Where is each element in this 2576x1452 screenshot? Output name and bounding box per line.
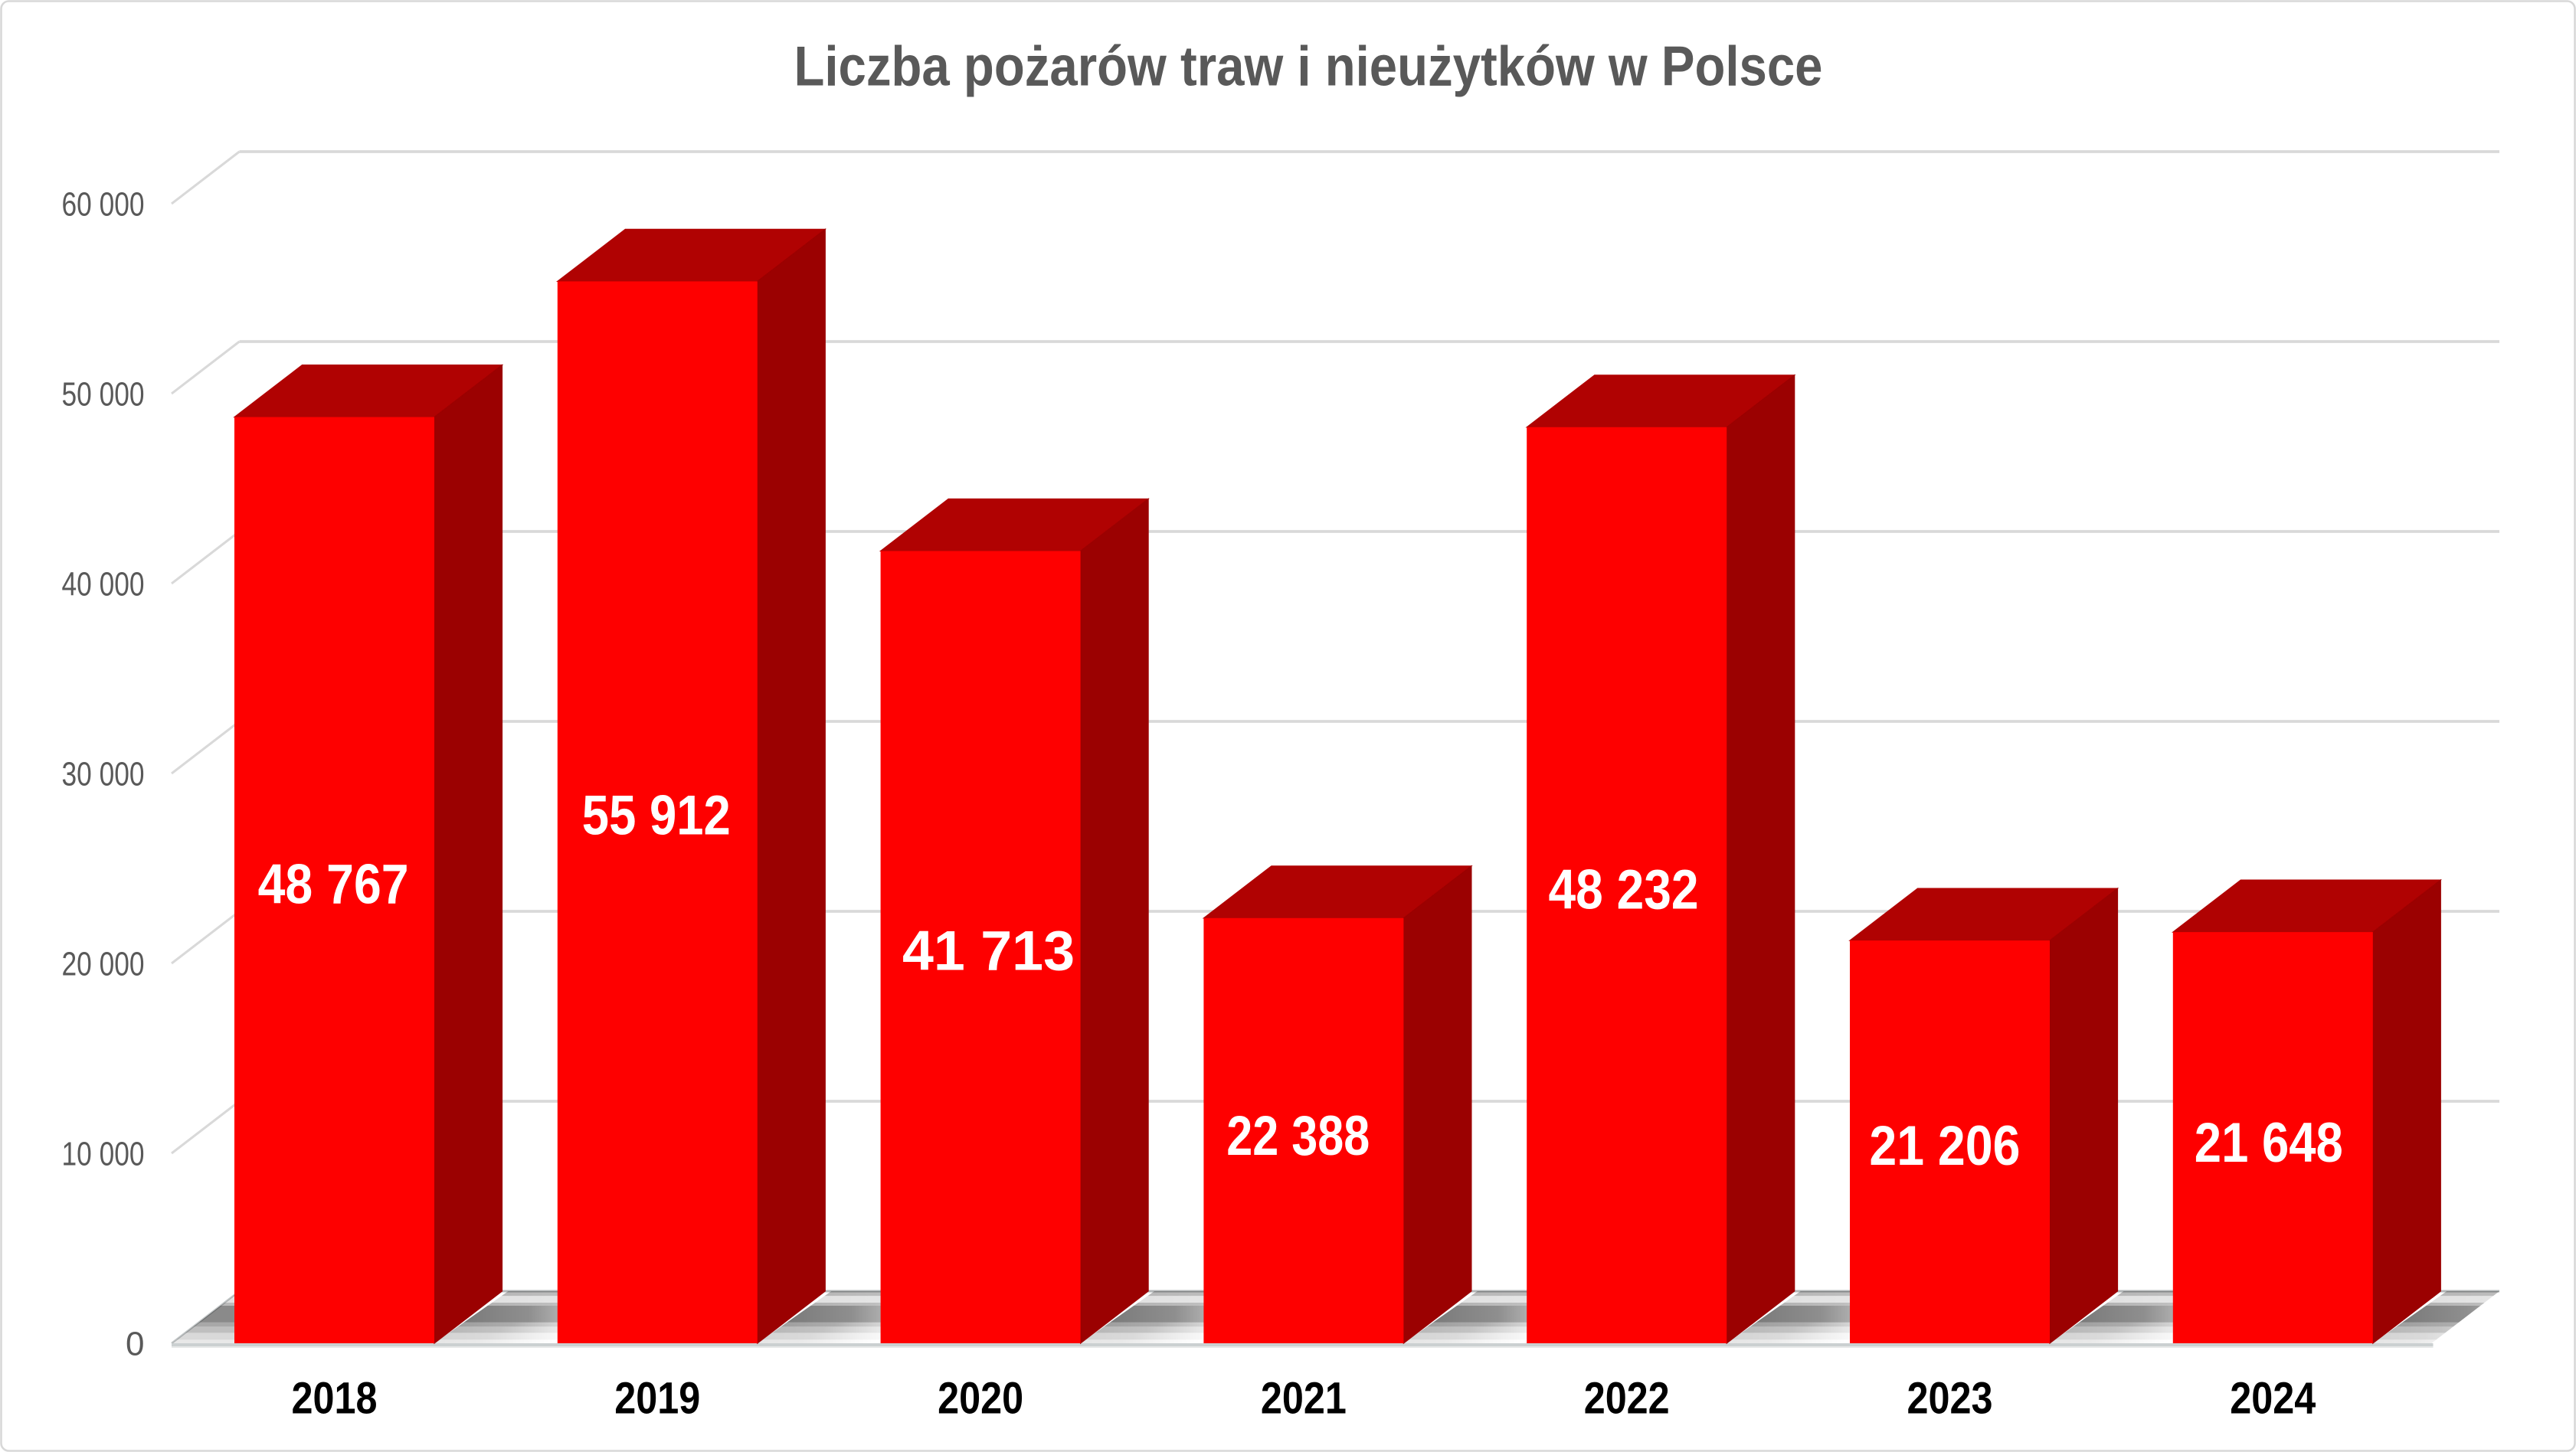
svg-text:41 713: 41 713 xyxy=(902,921,1075,983)
svg-text:2022: 2022 xyxy=(1584,1373,1670,1423)
svg-text:48 232: 48 232 xyxy=(1549,858,1699,921)
svg-text:48 767: 48 767 xyxy=(258,853,409,915)
svg-text:10 000: 10 000 xyxy=(62,1136,145,1173)
svg-text:21 206: 21 206 xyxy=(1869,1115,2020,1177)
svg-text:2024: 2024 xyxy=(2230,1373,2316,1423)
svg-text:2020: 2020 xyxy=(938,1373,1023,1423)
svg-text:60 000: 60 000 xyxy=(62,186,145,224)
svg-text:2019: 2019 xyxy=(614,1373,700,1423)
svg-text:2023: 2023 xyxy=(1907,1373,1993,1423)
svg-text:22 388: 22 388 xyxy=(1226,1105,1370,1167)
svg-text:21 648: 21 648 xyxy=(2195,1112,2343,1174)
svg-text:40 000: 40 000 xyxy=(62,566,145,603)
svg-text:Liczba pożarów traw i nieużytk: Liczba pożarów traw i nieużytków w Polsc… xyxy=(794,34,1823,98)
svg-text:2021: 2021 xyxy=(1261,1373,1347,1423)
svg-text:0: 0 xyxy=(126,1326,144,1363)
svg-text:2018: 2018 xyxy=(292,1373,378,1423)
svg-text:50 000: 50 000 xyxy=(62,376,145,414)
svg-text:55 912: 55 912 xyxy=(582,784,731,846)
svg-text:30 000: 30 000 xyxy=(62,756,145,793)
svg-text:20 000: 20 000 xyxy=(62,946,145,983)
